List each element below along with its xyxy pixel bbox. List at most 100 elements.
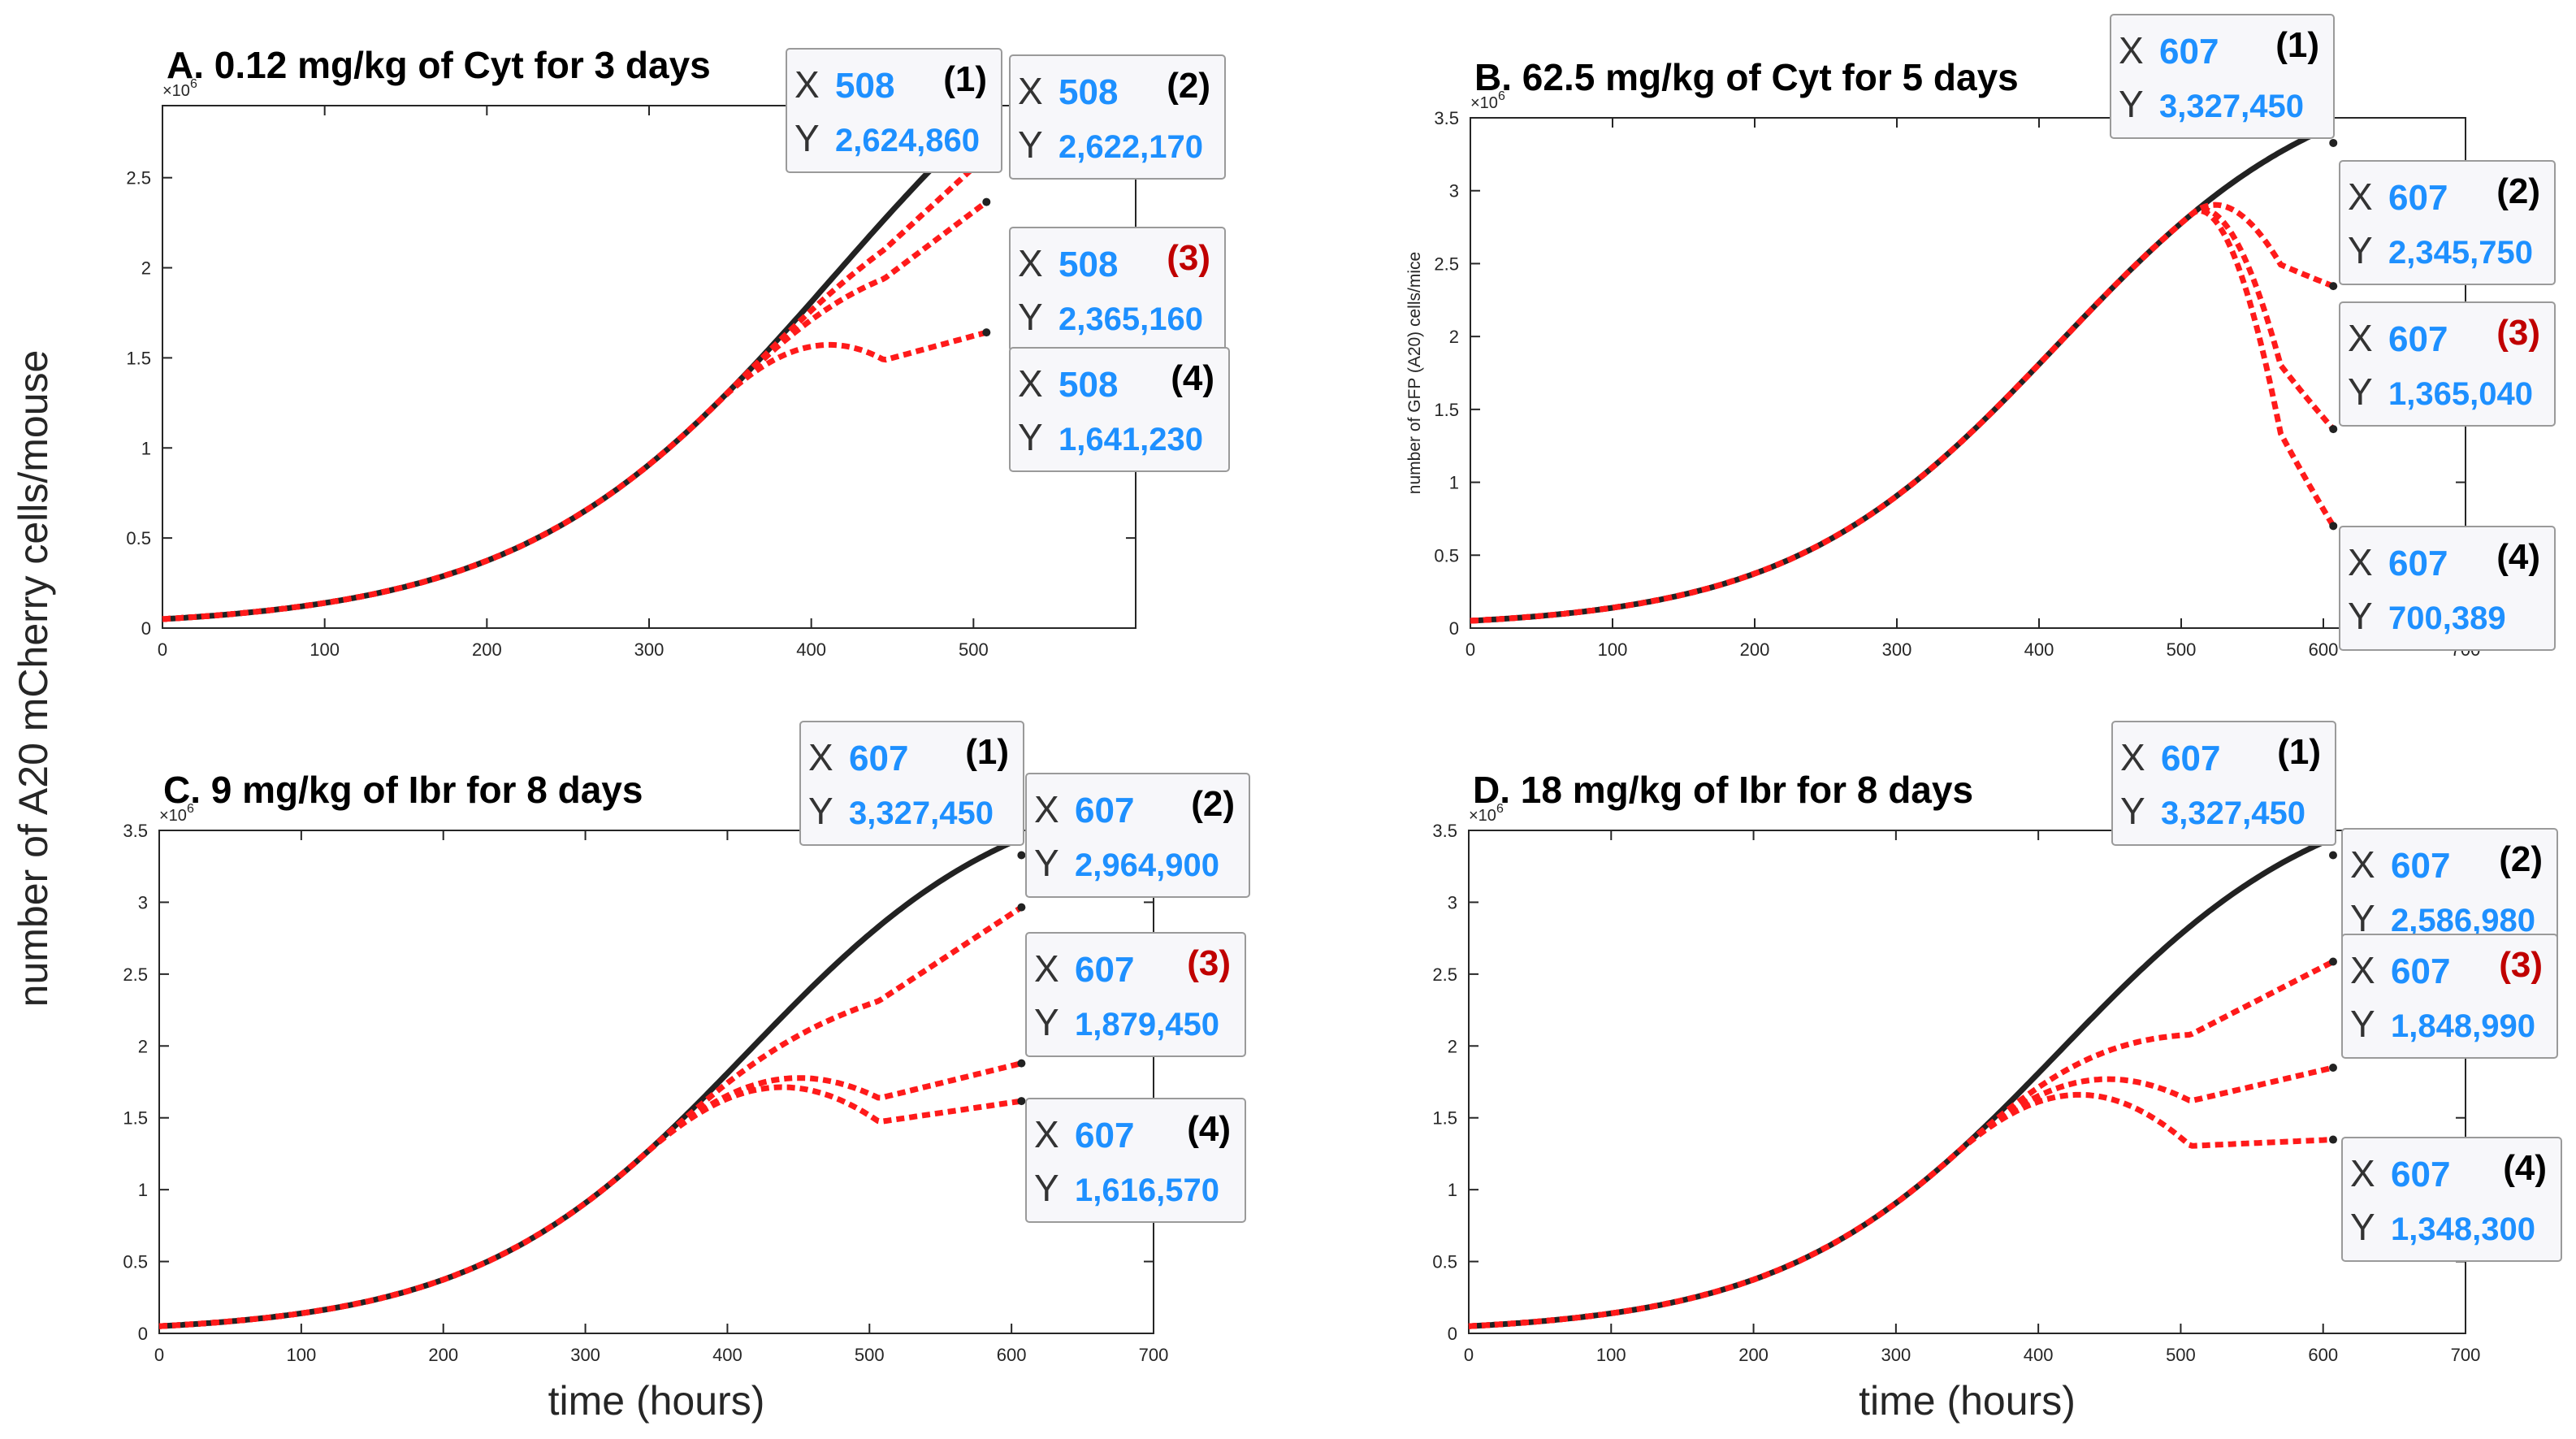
x-axis-label: time (hours) (548, 1378, 765, 1424)
datatip-x-key: X (2120, 736, 2145, 778)
x-tick-label: 400 (2024, 1345, 2054, 1365)
datatip-2[interactable]: X 607 (2) Y 2,964,900 (1025, 773, 1250, 898)
x-tick-label: 100 (286, 1345, 316, 1365)
y-tick-label: 2 (141, 258, 151, 279)
series-endpoint-4 (982, 328, 991, 337)
y-tick-label: 0 (1449, 618, 1459, 639)
datatip-index: (4) (2496, 537, 2540, 577)
datatip-x-key: X (1018, 362, 1043, 405)
series-endpoint-4 (2328, 1135, 2337, 1144)
datatip-index: (4) (2503, 1148, 2547, 1188)
datatip-2[interactable]: X 607 (2) Y 2,345,750 (2339, 160, 2556, 285)
x-tick-label: 600 (997, 1345, 1027, 1365)
series-endpoint-3 (2329, 425, 2338, 434)
panel-b: 010020030040050060070000.511.522.533.5×1… (1405, 14, 2556, 660)
datatip-y-key: Y (2350, 1003, 2375, 1045)
datatip-y-key: Y (2120, 790, 2145, 832)
y-tick-label: 3.5 (1434, 108, 1459, 128)
datatip-box (1025, 932, 1246, 1057)
datatip-x-value: 607 (849, 739, 908, 778)
x-tick-label: 700 (1139, 1345, 1169, 1365)
datatip-box (2339, 301, 2556, 427)
x-tick-label: 0 (1464, 1345, 1474, 1365)
datatip-1[interactable]: X 607 (1) Y 3,327,450 (2110, 14, 2335, 139)
datatip-box (2339, 160, 2556, 285)
datatip-y-key: Y (1018, 296, 1043, 338)
datatip-y-value: 1,879,450 (1075, 1007, 1219, 1042)
datatip-index: (1) (2277, 732, 2321, 772)
datatip-x-key: X (794, 63, 820, 106)
x-tick-label: 200 (428, 1345, 458, 1365)
y-exponent-label: ×106 (1469, 802, 1504, 825)
datatip-x-value: 508 (1059, 245, 1118, 284)
y-tick-label: 3.5 (123, 821, 148, 841)
x-tick-label: 100 (1596, 1345, 1626, 1365)
datatip-3[interactable]: X 508 (3) Y 2,365,160 (1009, 227, 1226, 352)
series-endpoint-3 (982, 197, 991, 206)
shared-y-axis-label: number of A20 mCherry cells/mouse (11, 350, 56, 1008)
x-tick-label: 500 (2166, 1345, 2196, 1365)
datatip-4[interactable]: X 607 (4) Y 1,348,300 (2341, 1137, 2562, 1262)
datatip-x-key: X (2348, 541, 2373, 583)
y-tick-label: 0 (141, 618, 151, 639)
x-tick-label: 0 (1466, 639, 1475, 660)
datatip-x-value: 607 (1075, 1116, 1134, 1155)
datatip-x-value: 508 (835, 66, 894, 106)
y-tick-label: 3 (1449, 181, 1459, 202)
datatip-x-key: X (2350, 843, 2375, 886)
datatip-y-value: 1,365,040 (2388, 376, 2533, 412)
datatip-box (2339, 526, 2556, 651)
y-tick-label: 3 (138, 892, 148, 912)
y-tick-label: 3.5 (1432, 821, 1457, 841)
datatip-4[interactable]: X 607 (4) Y 1,616,570 (1025, 1098, 1246, 1223)
series-treated-line-3 (1468, 1091, 2332, 1329)
plot-area (158, 830, 1154, 1334)
datatip-2[interactable]: X 508 (2) Y 2,622,170 (1009, 54, 1226, 180)
datatip-3[interactable]: X 607 (3) Y 1,365,040 (2339, 301, 2556, 427)
panel-c: 0 100 200 300 400 500 600 700 0 0.5 1 1.5 2 2.5 3 3.5 ×1… (123, 721, 1250, 1424)
datatip-y-value: 1,348,300 (2391, 1211, 2535, 1247)
datatip-y-value: 3,327,450 (2161, 795, 2305, 831)
datatip-x-key: X (2350, 949, 2375, 991)
datatip-x-key: X (2350, 1152, 2375, 1194)
datatip-x-key: X (1018, 70, 1043, 112)
datatip-y-value: 2,964,900 (1075, 847, 1219, 883)
datatip-3[interactable]: X 607 (3) Y 1,848,990 (2341, 934, 2558, 1059)
datatip-2[interactable]: X 607 (2) Y 2,586,980 (2341, 828, 2558, 953)
datatip-1[interactable]: X 508 (1) Y 2,624,860 (786, 48, 1002, 173)
datatip-1[interactable]: X 607 (1) Y 3,327,450 (799, 721, 1024, 846)
chart-title: B. 62.5 mg/kg of Cyt for 5 days (1474, 56, 2019, 98)
datatip-4[interactable]: X 607 (4) Y 700,389 (2339, 526, 2556, 651)
x-tick-label: 0 (158, 639, 167, 660)
datatip-3[interactable]: X 607 (3) Y 1,879,450 (1025, 932, 1246, 1057)
x-tick-label: 300 (634, 639, 665, 660)
series-treated-line-3 (162, 329, 988, 622)
x-tick-label: 400 (712, 1345, 742, 1365)
datatip-box (1009, 54, 1226, 180)
chart-title: D. 18 mg/kg of Ibr for 8 days (1473, 769, 1973, 811)
y-axis-label: number of GFP (A20) cells/mice (1405, 252, 1424, 494)
datatip-x-value: 607 (2391, 1155, 2450, 1194)
y-tick-label: 1 (1448, 1180, 1457, 1200)
x-tick-label: 700 (2451, 1345, 2481, 1365)
datatip-x-key: X (1018, 242, 1043, 284)
datatip-x-key: X (2348, 176, 2373, 218)
y-tick-label: 0 (138, 1324, 148, 1344)
datatip-4[interactable]: X 508 (4) Y 1,641,230 (1009, 347, 1230, 472)
x-axis-label: time (hours) (1859, 1378, 2076, 1424)
x-tick-label: 200 (472, 639, 502, 660)
datatip-y-key: Y (2119, 83, 2144, 125)
datatip-x-value: 607 (1075, 950, 1134, 990)
y-tick-label: 2.5 (1434, 254, 1459, 274)
datatip-index: (1) (943, 59, 987, 99)
datatip-box (2341, 1137, 2562, 1262)
x-tick-label: 300 (570, 1345, 600, 1365)
datatip-1[interactable]: X 607 (1) Y 3,327,450 (2111, 721, 2336, 846)
y-tick-label: 2.5 (123, 964, 148, 985)
datatip-x-value: 607 (2159, 32, 2219, 72)
datatip-index: (1) (965, 732, 1009, 772)
datatip-y-key: Y (2348, 229, 2373, 271)
y-tick-label: 2 (1448, 1036, 1457, 1056)
datatip-y-value: 3,327,450 (2159, 89, 2304, 124)
datatip-box (1025, 1098, 1246, 1223)
